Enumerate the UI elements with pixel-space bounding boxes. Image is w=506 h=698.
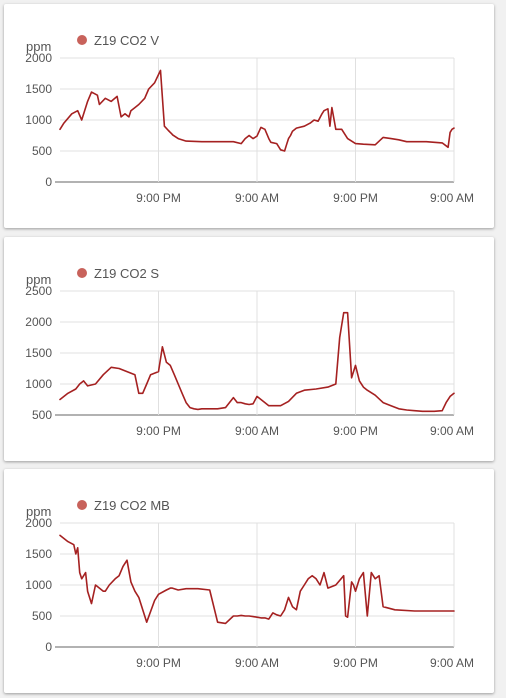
y-tick-label: 2500 <box>25 284 52 298</box>
x-tick-label: 9:00 PM <box>136 424 181 438</box>
y-axis-label: ppm <box>26 504 51 519</box>
legend-label: Z19 CO2 MB <box>94 498 170 513</box>
y-axis-label: ppm <box>26 39 51 54</box>
x-tick-label: 9:00 AM <box>430 424 474 438</box>
legend-marker <box>77 35 87 45</box>
y-tick-label: 1000 <box>25 377 52 391</box>
y-tick-label: 2000 <box>25 315 52 329</box>
chart-card-co2-s: Z19 CO2 S ppm 500 1000 1500 2000 2500 9:00 PM 9:… <box>4 237 494 461</box>
x-tick-label: 9:00 AM <box>430 191 474 205</box>
chart-card-co2-mb: Z19 CO2 MB ppm 0 500 1000 1500 2000 9:00 PM 9:00… <box>4 469 494 693</box>
y-tick-label: 0 <box>45 175 52 189</box>
x-tick-label: 9:00 AM <box>235 191 279 205</box>
x-tick-label: 9:00 PM <box>136 191 181 205</box>
chart-card-co2-v: Z19 CO2 V ppm 0 500 1000 1500 2000 9:00 PM 9:00 … <box>4 4 494 228</box>
y-tick-label: 1500 <box>25 346 52 360</box>
series-line-0 <box>59 311 455 413</box>
y-tick-label: 500 <box>32 609 52 623</box>
series-line-0 <box>59 534 455 625</box>
y-tick-label: 1500 <box>25 82 52 96</box>
x-tick-label: 9:00 AM <box>430 656 474 670</box>
y-tick-label: 1500 <box>25 547 52 561</box>
legend-marker <box>77 500 87 510</box>
y-tick-label: 2000 <box>25 516 52 530</box>
y-tick-label: 1000 <box>25 113 52 127</box>
legend-label: Z19 CO2 V <box>94 33 159 48</box>
x-tick-label: 9:00 PM <box>136 656 181 670</box>
y-tick-label: 500 <box>32 408 52 422</box>
y-tick-label: 0 <box>45 640 52 654</box>
chart-svg: Z19 CO2 V ppm 0 500 1000 1500 2000 9:00 PM 9:00 … <box>25 33 474 205</box>
x-tick-label: 9:00 PM <box>333 191 378 205</box>
chart-svg: Z19 CO2 S ppm 500 1000 1500 2000 2500 9:00 PM 9:… <box>25 266 474 438</box>
y-tick-label: 500 <box>32 144 52 158</box>
x-tick-label: 9:00 AM <box>235 656 279 670</box>
x-tick-label: 9:00 AM <box>235 424 279 438</box>
x-tick-label: 9:00 PM <box>333 656 378 670</box>
chart-svg: Z19 CO2 MB ppm 0 500 1000 1500 2000 9:00 PM 9:00… <box>25 498 474 670</box>
x-tick-label: 9:00 PM <box>333 424 378 438</box>
y-axis-label: ppm <box>26 272 51 287</box>
legend-label: Z19 CO2 S <box>94 266 159 281</box>
legend-marker <box>77 268 87 278</box>
y-tick-label: 2000 <box>25 51 52 65</box>
y-tick-label: 1000 <box>25 578 52 592</box>
series-line-0 <box>59 69 455 152</box>
